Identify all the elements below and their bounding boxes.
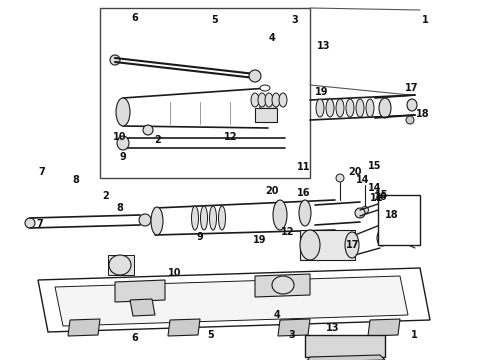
Ellipse shape (395, 206, 403, 214)
Text: 20: 20 (265, 186, 279, 196)
Ellipse shape (366, 99, 374, 117)
Ellipse shape (362, 207, 368, 213)
Text: 6: 6 (131, 333, 138, 343)
Bar (305, 335, 385, 357)
Text: 7: 7 (38, 167, 45, 177)
Ellipse shape (260, 97, 276, 119)
Ellipse shape (379, 98, 391, 118)
Ellipse shape (116, 98, 130, 126)
Text: 9: 9 (196, 232, 203, 242)
Text: 16: 16 (297, 188, 311, 198)
Text: 14: 14 (368, 183, 382, 193)
Text: 4: 4 (269, 33, 275, 43)
Ellipse shape (200, 206, 207, 230)
Ellipse shape (356, 99, 364, 117)
Text: 8: 8 (73, 175, 79, 185)
Ellipse shape (407, 99, 417, 111)
Ellipse shape (192, 206, 198, 230)
Text: 8: 8 (117, 203, 123, 213)
Text: 5: 5 (207, 330, 214, 340)
Ellipse shape (25, 218, 35, 228)
Ellipse shape (355, 208, 365, 218)
Text: 16: 16 (374, 192, 388, 202)
Text: 2: 2 (155, 135, 161, 145)
Text: 20: 20 (348, 167, 362, 177)
Ellipse shape (406, 116, 414, 124)
Ellipse shape (336, 174, 344, 182)
Ellipse shape (109, 255, 131, 275)
Ellipse shape (395, 223, 402, 233)
Ellipse shape (279, 93, 287, 107)
Text: 15: 15 (375, 190, 389, 200)
Ellipse shape (377, 230, 387, 246)
Bar (255, 108, 277, 122)
Text: 11: 11 (370, 193, 384, 203)
Text: 13: 13 (326, 323, 340, 333)
Text: 17: 17 (405, 83, 419, 93)
Text: 14: 14 (356, 175, 369, 185)
Polygon shape (55, 276, 408, 326)
Polygon shape (168, 319, 200, 336)
Text: 12: 12 (223, 132, 237, 142)
Ellipse shape (260, 85, 270, 91)
Polygon shape (278, 319, 310, 336)
Ellipse shape (219, 206, 225, 230)
Text: 19: 19 (253, 235, 267, 246)
Text: 11: 11 (297, 162, 311, 172)
Text: 7: 7 (37, 219, 44, 229)
Ellipse shape (273, 200, 287, 230)
Ellipse shape (316, 99, 324, 117)
Ellipse shape (300, 230, 320, 260)
Text: 18: 18 (416, 109, 430, 119)
Text: 5: 5 (212, 15, 219, 25)
Polygon shape (255, 274, 310, 297)
Text: 3: 3 (288, 330, 295, 340)
Ellipse shape (299, 200, 311, 226)
Bar (300, 230, 355, 260)
Text: 4: 4 (273, 310, 280, 320)
Ellipse shape (251, 93, 259, 107)
Ellipse shape (143, 125, 153, 135)
Ellipse shape (151, 207, 163, 235)
Text: 1: 1 (411, 330, 417, 340)
Ellipse shape (336, 99, 344, 117)
Text: 13: 13 (317, 41, 330, 51)
Ellipse shape (345, 232, 359, 258)
Ellipse shape (110, 55, 120, 65)
Ellipse shape (326, 345, 334, 355)
Text: 18: 18 (385, 210, 399, 220)
Ellipse shape (249, 70, 261, 82)
Ellipse shape (356, 344, 364, 354)
Ellipse shape (326, 99, 334, 117)
Polygon shape (306, 355, 385, 360)
Ellipse shape (272, 276, 294, 294)
Ellipse shape (389, 198, 397, 208)
Text: 10: 10 (113, 132, 127, 142)
Ellipse shape (265, 93, 273, 107)
Text: 15: 15 (368, 161, 382, 171)
Ellipse shape (272, 93, 280, 107)
Polygon shape (68, 319, 100, 336)
Ellipse shape (210, 206, 217, 230)
Bar (100, 8, 310, 178)
Ellipse shape (346, 99, 354, 117)
Text: 9: 9 (119, 152, 126, 162)
Text: 19: 19 (315, 87, 329, 97)
Polygon shape (130, 299, 155, 316)
Ellipse shape (117, 136, 129, 150)
Text: 1: 1 (421, 15, 428, 25)
Text: 6: 6 (132, 13, 138, 23)
Text: 12: 12 (281, 227, 295, 237)
Polygon shape (115, 280, 165, 302)
Text: 3: 3 (292, 15, 298, 25)
Text: 10: 10 (168, 268, 182, 278)
Polygon shape (368, 319, 400, 336)
Bar (378, 195, 420, 245)
Ellipse shape (258, 93, 266, 107)
Bar (108, 255, 134, 275)
Text: 17: 17 (346, 240, 360, 250)
Ellipse shape (139, 214, 151, 226)
Text: 2: 2 (102, 191, 109, 201)
